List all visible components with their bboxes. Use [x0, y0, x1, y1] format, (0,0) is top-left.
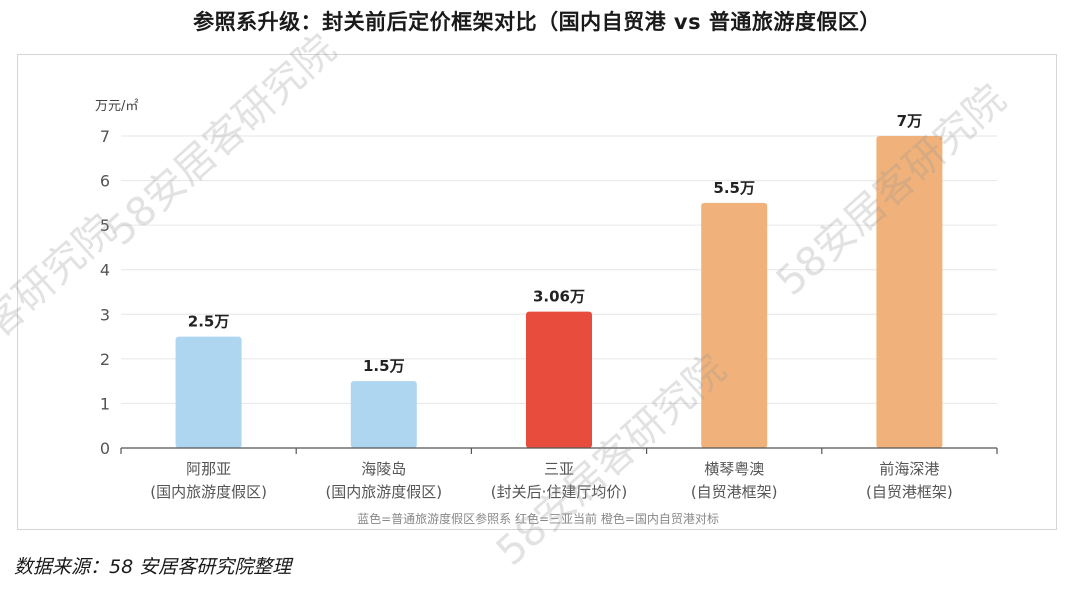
y-tick-label: 5 — [100, 216, 110, 235]
y-tick-label: 0 — [100, 439, 110, 458]
x-tick-label: 海陵岛 — [361, 460, 406, 478]
y-tick-label: 1 — [100, 394, 110, 413]
bar-value-label: 1.5万 — [363, 357, 405, 375]
page-title: 参照系升级：封关前后定价框架对比（国内自贸港 vs 普通旅游度假区） — [193, 10, 881, 34]
y-tick-label: 6 — [100, 172, 110, 191]
x-tick-sublabel: (自贸港框架) — [691, 483, 778, 501]
bar — [175, 336, 242, 448]
bar — [876, 136, 943, 448]
watermark: 58安居客研究院 — [98, 26, 345, 255]
y-tick-label: 2 — [100, 350, 110, 369]
axes — [120, 447, 998, 454]
x-tick-label: 阿那亚 — [186, 460, 231, 478]
x-tick-sublabel: (国内旅游度假区) — [150, 483, 267, 501]
bar-value-label: 2.5万 — [188, 313, 230, 331]
y-tick-label: 3 — [100, 305, 110, 324]
x-tick-sublabel: (国内旅游度假区) — [325, 483, 442, 501]
data-source: 数据来源：58 安居客研究院整理 — [14, 556, 292, 578]
watermark: 58安居客研究院 — [488, 346, 735, 575]
x-tick-label: 横琴粤澳 — [704, 460, 764, 478]
y-axis-label: 万元/㎡ — [95, 99, 138, 114]
bar — [350, 381, 417, 448]
legend-note: 蓝色=普通旅游度假区参照系 红色=三亚当前 橙色=国内自贸港对标 — [357, 511, 719, 526]
bar — [701, 202, 768, 448]
x-tick-label: 三亚 — [544, 460, 574, 478]
x-tick-sublabel: (自贸港框架) — [866, 483, 953, 501]
bar — [526, 311, 592, 448]
bar-value-label: 5.5万 — [713, 179, 755, 197]
y-tick-label: 7 — [100, 127, 110, 146]
x-tick-sublabel: (封关后·住建厅均价) — [491, 483, 627, 501]
bar-value-label: 7万 — [897, 112, 922, 130]
y-tick-label: 4 — [100, 261, 110, 280]
x-tick-label: 前海深港 — [879, 460, 939, 478]
bar-value-label: 3.06万 — [533, 288, 585, 306]
bars — [175, 136, 943, 448]
